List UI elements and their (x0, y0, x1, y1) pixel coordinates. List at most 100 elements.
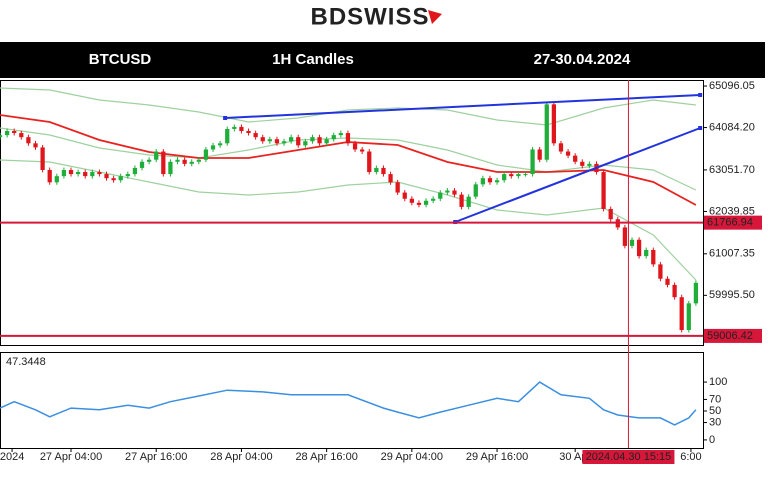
candle-body (409, 198, 414, 203)
rsi-line (0, 381, 697, 426)
indicator-line (0, 114, 697, 206)
candle-body (281, 141, 287, 144)
y-tick-label: 50 (709, 405, 721, 417)
x-tick-label: 28 Apr 16:00 (295, 451, 357, 463)
x-tick-label: 2024 (0, 451, 24, 463)
x-tick-label: 28 Apr 04:00 (210, 451, 272, 463)
logo: BDSWISS (310, 3, 429, 30)
y-tick-label: 61007.35 (709, 248, 755, 260)
candle-body (494, 180, 500, 183)
candle-body (97, 172, 102, 175)
candle-body (19, 133, 24, 138)
candle-body (580, 161, 585, 166)
candle-body (686, 303, 691, 331)
candle-body (338, 133, 343, 136)
logo-mark (428, 10, 442, 24)
x-tick-label: 6:00 (680, 451, 701, 463)
candle-body (125, 174, 130, 177)
y-tick-label: 59995.50 (709, 289, 755, 301)
candle-body (601, 172, 606, 209)
candle-body (360, 149, 365, 152)
candle-body (225, 128, 230, 144)
candle-body (161, 151, 166, 175)
candle-body (75, 172, 81, 175)
indicator-value: 47.3448 (6, 356, 46, 368)
y-tick-label: 100 (709, 376, 727, 388)
candle-body (558, 143, 564, 152)
symbol: BTCUSD (89, 51, 152, 68)
price-panel-frame (0, 80, 704, 346)
candle-body (679, 297, 684, 331)
candle-body (296, 137, 301, 146)
candle-body (672, 284, 677, 298)
candle-body (644, 250, 649, 257)
candle-body (4, 131, 10, 136)
candle-body (154, 151, 159, 160)
candle-body (651, 250, 656, 265)
candle-body (253, 133, 258, 138)
trendline (454, 127, 701, 223)
candle-body (573, 155, 578, 162)
candle-body (104, 174, 109, 179)
candle-body (317, 137, 322, 144)
candle-body (459, 194, 464, 207)
candle-body (232, 126, 237, 129)
rsi-panel-frame (0, 352, 704, 449)
candle-body (189, 161, 194, 164)
candle-body (0, 135, 3, 138)
candle-body (132, 167, 138, 175)
candle-body (218, 143, 223, 146)
x-tick-label: 27 Apr 16:00 (125, 451, 187, 463)
candle-body (175, 159, 180, 162)
candle-body (416, 202, 422, 205)
trendline-handle (698, 92, 703, 97)
candle-body (381, 167, 386, 175)
candle-body (565, 151, 571, 156)
candle-body (374, 167, 379, 173)
candle-body (487, 178, 493, 183)
candle-body (473, 184, 478, 197)
y-tick-label: 65096.05 (709, 80, 755, 92)
candle-body (210, 145, 216, 150)
trendline-handle (223, 115, 228, 120)
candle-body (83, 172, 88, 177)
trendline (225, 94, 701, 119)
candle-body (331, 135, 336, 140)
candle-body (68, 169, 74, 175)
candle-body (502, 174, 507, 181)
level-label: 61766.94 (707, 217, 753, 229)
candle-body (665, 278, 670, 285)
candle-body (54, 176, 59, 183)
candle-body (438, 192, 443, 199)
candle-body (40, 147, 45, 170)
candle-body (587, 163, 592, 166)
candle-body (388, 174, 393, 183)
candle-body (310, 137, 315, 142)
level-label-box (704, 215, 762, 230)
dates: 27-30.04.2024 (534, 51, 631, 68)
candle-body (395, 182, 400, 193)
y-tick-label: 64084.20 (709, 121, 755, 133)
header-bar (0, 42, 765, 78)
candle-body (544, 104, 549, 160)
candle-body (509, 174, 514, 177)
candle-body (537, 149, 542, 160)
x-tick-label: 29 Apr 16:00 (466, 451, 528, 463)
candle-body (551, 104, 557, 144)
candle-body (402, 192, 407, 199)
candle-body (636, 239, 642, 257)
candle-body (480, 178, 485, 185)
candle-body (423, 200, 429, 205)
candle-body (608, 208, 613, 220)
candle-body (146, 159, 152, 162)
x-tick-label: 27 Apr 04:00 (40, 451, 102, 463)
candle-body (168, 161, 173, 175)
candle-body (516, 174, 521, 177)
candle-body (622, 227, 628, 246)
candle-body (61, 169, 67, 177)
indicator-line (0, 159, 697, 281)
candle-body (33, 143, 38, 148)
cursor-label: 2024.04.30 15:15 (586, 451, 672, 463)
